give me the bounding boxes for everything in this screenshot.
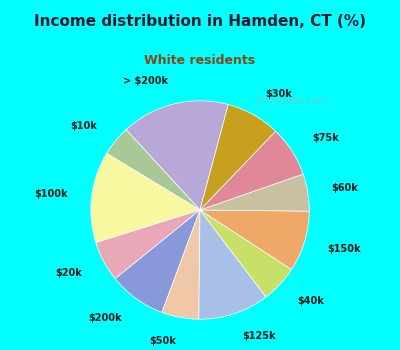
Wedge shape [96,210,200,279]
Text: $40k: $40k [298,296,324,306]
Text: $20k: $20k [56,268,82,278]
Text: $200k: $200k [89,313,122,323]
Text: $150k: $150k [328,244,361,253]
Wedge shape [200,131,303,210]
Text: > $200k: > $200k [123,76,168,86]
Text: $10k: $10k [70,121,97,131]
Wedge shape [200,210,292,297]
Wedge shape [200,210,309,270]
Wedge shape [106,130,200,210]
Wedge shape [126,101,228,210]
Text: $100k: $100k [34,189,68,199]
Text: City-Data.com: City-Data.com [255,96,329,106]
Text: $30k: $30k [266,89,292,99]
Wedge shape [91,153,200,243]
Text: $50k: $50k [149,336,176,346]
Text: Income distribution in Hamden, CT (%): Income distribution in Hamden, CT (%) [34,14,366,29]
Text: $75k: $75k [312,133,339,143]
Text: White residents: White residents [144,54,256,66]
Text: $60k: $60k [332,183,358,194]
Wedge shape [162,210,200,319]
Text: $125k: $125k [242,331,276,342]
Wedge shape [199,210,266,319]
Wedge shape [115,210,200,312]
Wedge shape [200,105,276,210]
Wedge shape [200,174,309,211]
